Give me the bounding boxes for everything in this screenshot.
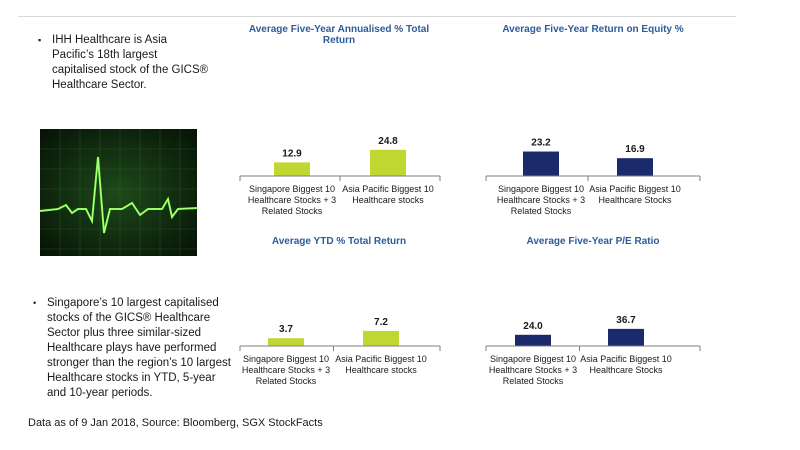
- bar: [515, 334, 551, 346]
- bullet-marker: •: [33, 298, 37, 308]
- chart-ytd-total-return: Average YTD % Total Return 3.7 7.2 Singapo…: [232, 236, 446, 396]
- chart-plot: 3.7 7.2 Singapore Biggest 10 Healthcare Sto…: [239, 317, 441, 386]
- data-label: 3.7: [279, 324, 293, 335]
- chart-five-year-total-return: Average Five-Year Annualised % Total Ret…: [232, 24, 446, 222]
- top-divider: [18, 16, 736, 17]
- chart-title: Average Five-Year Return on Equity %: [502, 24, 684, 35]
- category-label: Asia Pacific Biggest 10 Healthcare Stocks: [580, 354, 672, 375]
- source-note: Data as of 9 Jan 2018, Source: Bloomberg…: [28, 417, 323, 429]
- bar: [370, 149, 406, 176]
- bullet-text: IHH Healthcare is Asia Pacific’s 18th la…: [52, 34, 209, 91]
- chart-title: Average YTD % Total Return: [271, 236, 407, 247]
- bullet-text: Singapore’s 10 largest capitalised stock…: [47, 297, 231, 399]
- bar: [268, 338, 304, 346]
- data-label: 24.8: [378, 136, 398, 147]
- chart-plot: 23.2 16.9 Singapore Biggest 10 Healthcare S…: [485, 138, 701, 216]
- data-label: 7.2: [374, 317, 388, 328]
- category-label: Singapore Biggest 10 Healthcare Stocks + …: [248, 184, 336, 216]
- category-label: Singapore Biggest 10 Healthcare Stocks + …: [497, 184, 585, 216]
- bar: [523, 151, 559, 176]
- bar: [274, 162, 310, 176]
- bullet-ihh: ▪ IHH Healthcare is Asia Pacific’s 18th …: [38, 33, 212, 93]
- heartbeat-ecg-icon: [40, 129, 197, 256]
- bullet-marker: ▪: [38, 35, 42, 45]
- category-label: Asia Pacific Biggest 10 Healthcare stocks: [335, 354, 427, 375]
- chart-return-on-equity: Average Five-Year Return on Equity % 23.…: [478, 24, 708, 222]
- data-label: 24.0: [523, 321, 543, 332]
- chart-title: Average Five-Year Annualised % Total Ret…: [248, 24, 430, 46]
- category-label: Asia Pacific Biggest 10 Healthcare stocks: [342, 184, 434, 205]
- chart-plot: 12.9 24.8 Singapore Biggest 10 Healthcare S…: [239, 136, 441, 216]
- bar: [617, 158, 653, 176]
- category-label: Singapore Biggest 10 Healthcare Stocks + …: [489, 354, 577, 386]
- data-label: 12.9: [282, 148, 302, 159]
- data-label: 36.7: [616, 315, 636, 326]
- category-label: Singapore Biggest 10 Healthcare Stocks + …: [242, 354, 330, 386]
- bar: [363, 330, 399, 346]
- chart-title: Average Five-Year P/E Ratio: [526, 236, 660, 247]
- category-label: Asia Pacific Biggest 10 Healthcare Stocks: [589, 184, 681, 205]
- chart-pe-ratio: Average Five-Year P/E Ratio 24.0 36.7 Sing…: [478, 236, 708, 396]
- bar: [608, 328, 644, 346]
- bullet-singapore: • Singapore’s 10 largest capitalised sto…: [33, 296, 237, 401]
- chart-plot: 24.0 36.7 Singapore Biggest 10 Healthcare S…: [485, 315, 701, 386]
- data-label: 16.9: [625, 144, 645, 155]
- data-label: 23.2: [531, 138, 551, 149]
